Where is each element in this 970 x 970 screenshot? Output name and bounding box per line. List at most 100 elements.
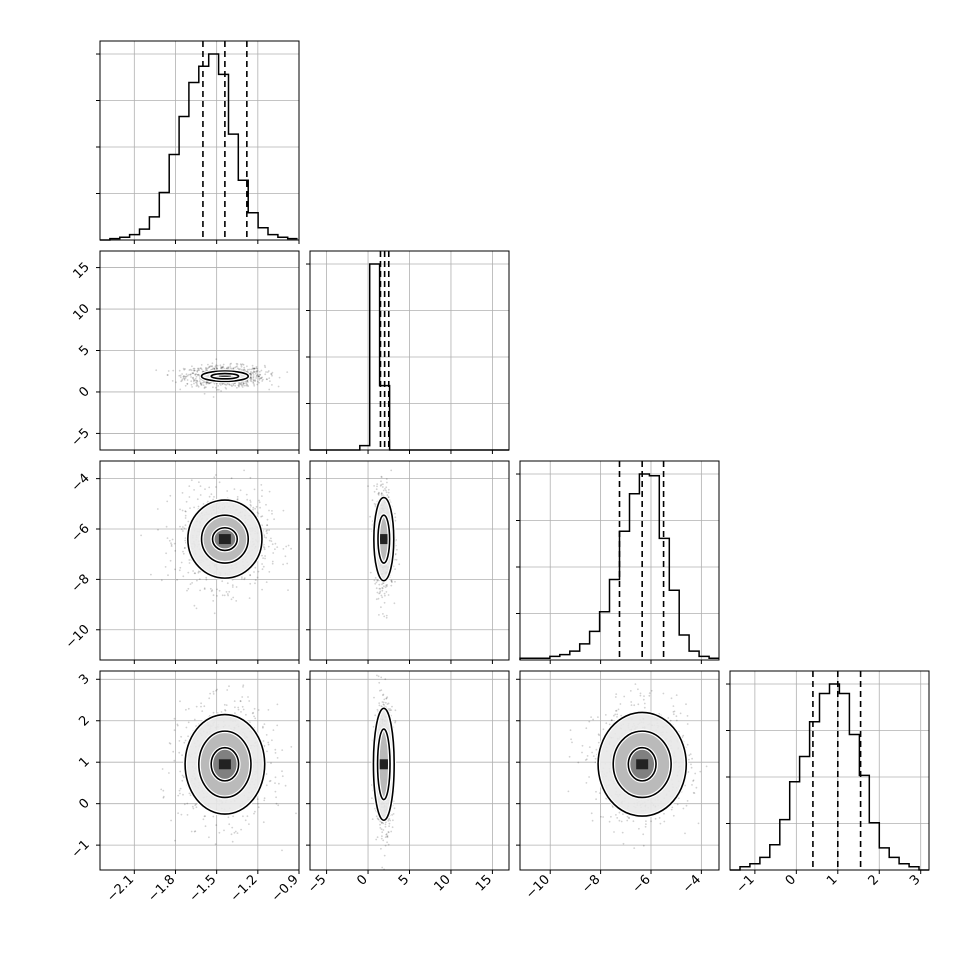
sample-point: [255, 370, 258, 372]
sample-point: [383, 585, 385, 588]
sample-point: [177, 812, 180, 815]
sample-point: [207, 382, 210, 385]
sample-point: [378, 702, 381, 704]
sample-point: [164, 566, 167, 568]
sample-point: [214, 843, 217, 846]
sample-point: [203, 588, 206, 590]
sample-point: [274, 790, 277, 793]
sample-point: [376, 579, 379, 582]
sample-point: [252, 379, 255, 382]
sample-point: [180, 813, 183, 816]
panel-content: [371, 674, 397, 870]
sample-point: [253, 367, 255, 370]
sample-point: [173, 729, 176, 732]
sample-point: [255, 375, 258, 378]
sample-point: [258, 381, 260, 384]
sample-point: [208, 382, 211, 384]
sample-point: [377, 493, 380, 495]
sample-point: [215, 366, 217, 369]
sample-point: [390, 579, 393, 582]
sample-point: [200, 702, 203, 705]
sample-point: [384, 678, 387, 681]
sample-point: [267, 709, 270, 711]
sample-point: [262, 821, 265, 824]
sample-point: [382, 489, 385, 492]
sample-point: [371, 818, 374, 820]
sample-point: [227, 594, 230, 597]
sample-point: [382, 703, 385, 706]
sample-point: [250, 505, 252, 507]
sample-point: [189, 368, 192, 371]
hist-panel-0: [96, 40, 300, 244]
sample-point: [193, 382, 195, 385]
sample-point: [637, 703, 640, 706]
sample-point: [258, 370, 261, 373]
sample-point: [215, 486, 217, 488]
sample-point: [249, 501, 252, 503]
sample-point: [256, 374, 258, 377]
sample-point: [217, 388, 220, 391]
sample-point: [174, 550, 177, 552]
sample-point: [216, 367, 219, 370]
sample-point: [270, 540, 273, 542]
sample-point: [271, 510, 273, 512]
sample-point: [385, 614, 388, 617]
sample-point: [181, 378, 184, 381]
sample-point: [382, 829, 385, 831]
sample-point: [239, 383, 242, 385]
sample-point: [270, 762, 272, 765]
sample-point: [685, 703, 687, 706]
sample-point: [205, 366, 207, 369]
sample-point: [186, 383, 189, 385]
sample-point: [276, 703, 279, 706]
sample-point: [273, 518, 275, 521]
sample-point: [214, 474, 217, 476]
sample-point: [265, 503, 267, 506]
sample-point: [577, 761, 580, 764]
sample-point: [213, 496, 215, 498]
sample-point: [195, 382, 198, 384]
sample-point: [196, 370, 199, 373]
sample-point: [203, 387, 206, 390]
sample-point: [692, 791, 695, 794]
sample-point: [247, 368, 249, 371]
sample-point: [257, 375, 260, 378]
sample-point: [382, 822, 385, 825]
sample-point: [398, 563, 401, 566]
sample-point: [194, 572, 197, 575]
sample-point: [394, 709, 397, 712]
sample-point: [180, 528, 183, 531]
sample-point: [241, 705, 244, 708]
sample-point: [187, 520, 190, 523]
sample-point: [183, 368, 186, 371]
sample-point: [285, 545, 288, 548]
sample-point: [376, 817, 379, 820]
sample-point: [197, 571, 200, 574]
sample-point: [239, 382, 242, 384]
sample-point: [157, 528, 159, 531]
sample-point: [205, 367, 207, 370]
sample-point: [182, 550, 184, 553]
sample-point: [254, 810, 256, 813]
sample-point: [246, 383, 248, 386]
sample-point: [184, 384, 187, 387]
sample-point: [196, 384, 199, 387]
sample-point: [209, 692, 212, 695]
sample-point: [380, 705, 383, 708]
sample-point: [262, 726, 264, 729]
sample-point: [394, 721, 396, 724]
sample-point: [379, 689, 381, 692]
sample-point: [276, 757, 279, 759]
sample-point: [218, 383, 221, 385]
sample-point: [257, 806, 260, 809]
sample-point: [205, 576, 208, 579]
sample-point: [237, 384, 240, 387]
sample-point: [173, 759, 176, 762]
sample-point: [384, 594, 386, 597]
sample-point: [389, 708, 391, 710]
sample-point: [236, 363, 239, 365]
sample-point: [197, 385, 200, 388]
sample-point: [183, 741, 186, 744]
sample-point: [386, 835, 388, 838]
sample-point: [385, 697, 388, 700]
